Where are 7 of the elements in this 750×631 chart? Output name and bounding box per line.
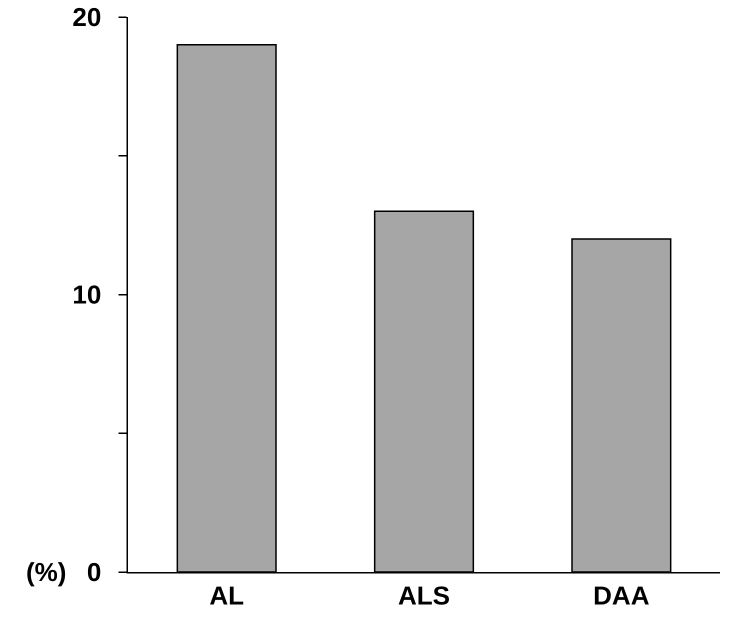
x-tick-label: AL [209,580,244,611]
x-tick-label: ALS [398,580,450,611]
y-tick-label: 10 [72,280,102,310]
y-tick-label: 0 [86,557,102,588]
y-tick-label: 20 [72,2,102,32]
x-tick-label: DAA [593,580,650,611]
y-axis-title: (%) [26,557,66,587]
